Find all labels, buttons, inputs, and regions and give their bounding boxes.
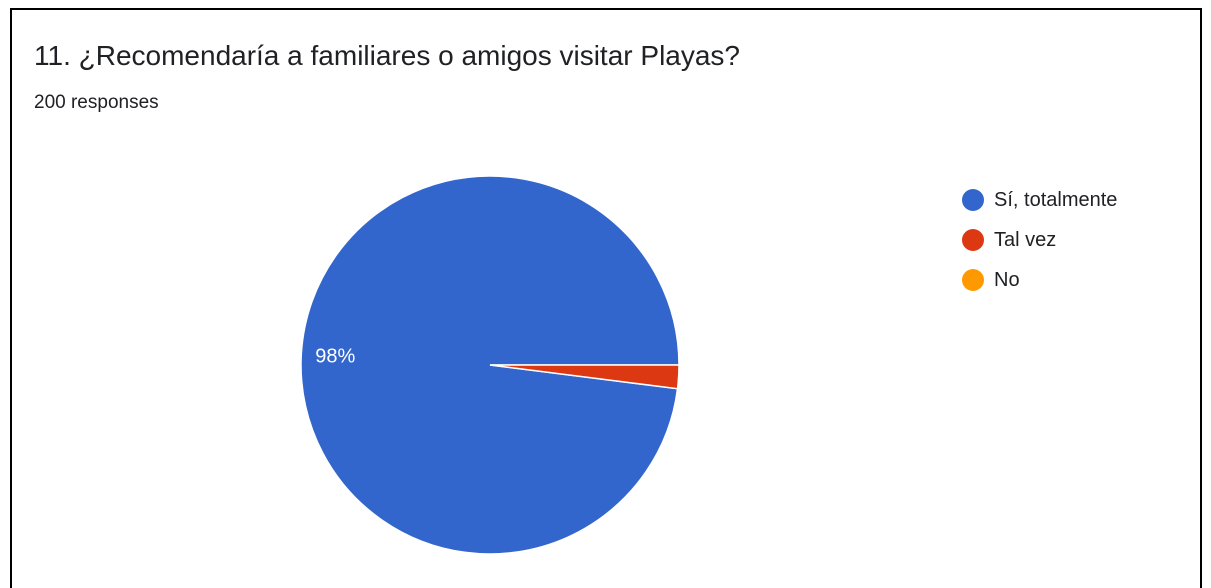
legend-label: Sí, totalmente: [994, 188, 1118, 211]
pie-slice-tal-vez[interactable]: [489, 364, 680, 390]
legend-label: No: [994, 268, 1020, 291]
legend-item-si-totalmente[interactable]: Sí, totalmente: [962, 180, 1117, 220]
legend-label: Tal vez: [994, 228, 1057, 251]
chart-card: 11. ¿Recomendaría a familiares o amigos …: [10, 8, 1202, 588]
legend-swatch: [962, 189, 984, 211]
legend-swatch: [962, 269, 984, 291]
legend: Sí, totalmente Tal vez No: [962, 180, 1117, 300]
pie-labels: 98%: [315, 345, 355, 367]
legend-item-tal-vez[interactable]: Tal vez: [962, 220, 1117, 260]
response-count: 200 responses: [34, 92, 159, 113]
slice-label-si-totalmente: 98%: [315, 345, 355, 367]
pie-slices: [300, 175, 680, 555]
legend-swatch: [962, 229, 984, 251]
chart-title: 11. ¿Recomendaría a familiares o amigos …: [34, 40, 741, 71]
legend-item-no[interactable]: No: [962, 260, 1117, 300]
pie-chart: 98%: [300, 175, 680, 555]
